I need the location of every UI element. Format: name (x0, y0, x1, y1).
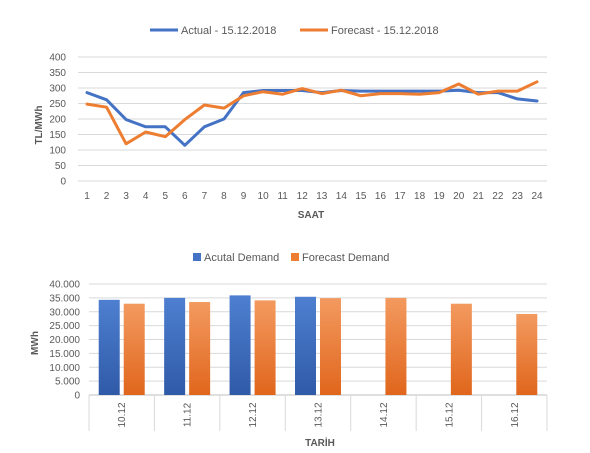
bar-chart-y-tick-labels: 0 5.000 10.000 15.000 20.000 25.000 30.000 35.0… (49, 280, 80, 402)
bar-forecast-demand (123, 303, 145, 395)
bar-forecast-demand (320, 298, 341, 395)
line-chart-x-tick-label: 6 (182, 191, 188, 202)
line-chart-gridlines (78, 56, 547, 182)
line-chart-y-axis-title: TL/MWh (34, 106, 45, 145)
line-chart-x-tick-label: 1 (84, 191, 90, 202)
bar-chart-x-tick-label: 12.12 (248, 402, 259, 427)
legend-label-forecast-demand: Forecast Demand (302, 252, 389, 264)
line-chart-x-axis-title: SAAT (298, 210, 324, 221)
bar-actual-demand (164, 297, 186, 395)
line-chart-x-tick-label: 22 (492, 191, 504, 202)
bar-chart-x-tick-label: 14.12 (379, 402, 390, 427)
line-chart-x-tick-label: 14 (336, 191, 348, 202)
bar-chart-x-tick-label: 13.12 (314, 402, 325, 427)
bar-chart-x-tick-label: 10.12 (117, 402, 128, 427)
bar-forecast-demand (450, 303, 472, 395)
bar-chart-x-tick-label: 16.12 (510, 402, 521, 427)
line-chart-x-tick-label: 17 (394, 191, 406, 202)
bar-chart-y-tick-label: 30.000 (49, 307, 80, 318)
line-chart-x-tick-label: 5 (162, 191, 168, 202)
line-chart-y-tick-label: 200 (49, 115, 66, 126)
line-chart-y-tick-label: 100 (49, 146, 66, 157)
bar-chart-y-tick-label: 20.000 (49, 335, 80, 346)
legend-label-actual: Actual - 15.12.2018 (181, 25, 276, 37)
line-chart-x-tick-label: 12 (297, 191, 309, 202)
bar-chart-x-axis-title: TARİH (305, 436, 335, 449)
bar-chart-y-tick-label: 10.000 (49, 363, 80, 374)
line-chart: Actual - 15.12.2018 Forecast - 15.12.201… (34, 25, 547, 221)
line-chart-x-tick-label: 23 (512, 191, 524, 202)
bar-chart: Acutal Demand Forecast Demand 0 5.000 10.0… (30, 252, 548, 449)
bar-chart-y-tick-label: 15.000 (49, 349, 80, 360)
line-chart-y-tick-label: 50 (55, 161, 67, 172)
line-chart-x-tick-label: 9 (241, 191, 247, 202)
line-chart-x-tick-label: 4 (143, 191, 149, 202)
legend-label-actual-demand: Acutal Demand (204, 252, 279, 264)
line-chart-x-tick-label: 21 (473, 191, 485, 202)
bar-chart-bars (98, 295, 538, 395)
bar-forecast-demand (189, 302, 211, 395)
bar-forecast-demand (516, 313, 538, 395)
bar-forecast-demand (254, 300, 276, 395)
bar-chart-x-tick-label: 15.12 (444, 402, 455, 427)
line-chart-x-tick-label: 16 (375, 191, 387, 202)
legend-label-forecast: Forecast - 15.12.2018 (331, 25, 439, 37)
line-chart-x-tick-label: 13 (316, 191, 328, 202)
bar-forecast-demand (385, 297, 407, 395)
bar-actual-demand (229, 295, 251, 395)
line-chart-y-tick-labels: 0 50 100 150 200 250 300 350 400 (49, 53, 66, 188)
line-chart-series (85, 80, 539, 147)
line-chart-x-tick-label: 20 (453, 191, 465, 202)
line-chart-x-tick-label: 18 (414, 191, 426, 202)
bar-actual-demand (98, 299, 120, 395)
bar-chart-y-tick-label: 5.000 (55, 377, 80, 388)
line-chart-x-tick-label: 11 (277, 191, 288, 202)
bar-chart-y-tick-label: 0 (74, 391, 80, 402)
line-chart-y-tick-label: 250 (49, 99, 66, 110)
line-chart-x-tick-label: 8 (221, 191, 227, 202)
line-chart-x-tick-label: 7 (202, 191, 208, 202)
line-chart-x-tick-label: 24 (531, 191, 543, 202)
legend-swatch-forecast-demand (291, 253, 299, 261)
line-series-actual (85, 88, 539, 147)
bar-actual-demand (295, 296, 316, 395)
line-chart-y-tick-label: 350 (49, 68, 66, 79)
line-chart-x-tick-label: 19 (434, 191, 446, 202)
bar-chart-y-axis-title: MWh (30, 331, 41, 355)
bar-chart-y-tick-label: 40.000 (49, 280, 80, 291)
line-chart-legend: Actual - 15.12.2018 Forecast - 15.12.201… (150, 25, 439, 37)
line-chart-x-tick-label: 3 (123, 191, 129, 202)
bar-chart-legend: Acutal Demand Forecast Demand (193, 252, 389, 264)
bar-chart-y-tick-label: 35.000 (49, 293, 80, 304)
line-chart-y-tick-label: 150 (49, 130, 66, 141)
bar-chart-x-tick-label: 11.12 (183, 402, 194, 427)
legend-swatch-actual-demand (193, 253, 201, 261)
line-chart-y-tick-label: 300 (49, 84, 66, 95)
line-series-forecast (85, 80, 539, 146)
line-chart-x-tick-label: 2 (104, 191, 110, 202)
line-chart-x-tick-label: 15 (355, 191, 367, 202)
bar-chart-y-tick-label: 25.000 (49, 321, 80, 332)
line-chart-y-tick-label: 400 (49, 53, 66, 64)
bar-chart-x-tick-labels: 10.12 11.12 12.12 13.12 14.12 15.12 16.12 (117, 402, 521, 427)
line-chart-x-tick-label: 10 (258, 191, 270, 202)
line-chart-y-tick-label: 0 (60, 177, 66, 188)
line-chart-x-tick-labels: 1 2 3 4 5 6 7 8 9 10 11 12 13 14 15 16 17 18 19 20 21 22 23 24 (84, 191, 543, 202)
